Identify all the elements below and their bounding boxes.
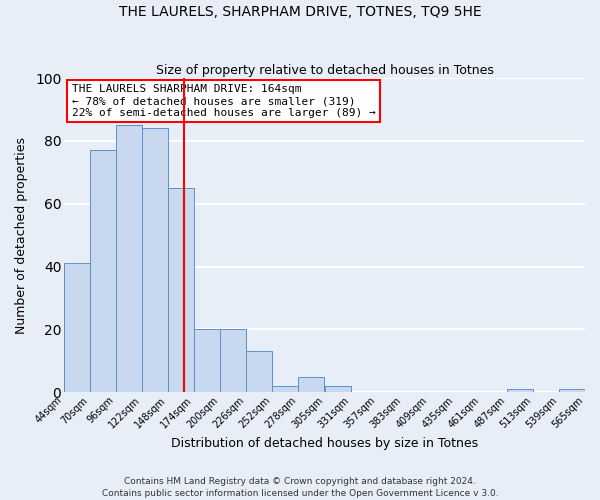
Bar [220, 330, 246, 392]
Bar [142, 128, 168, 392]
Bar [507, 389, 533, 392]
Bar [116, 126, 142, 392]
Bar [325, 386, 351, 392]
Bar [168, 188, 194, 392]
X-axis label: Distribution of detached houses by size in Totnes: Distribution of detached houses by size … [171, 437, 478, 450]
Bar [246, 352, 272, 393]
Bar [272, 386, 298, 392]
Text: THE LAURELS, SHARPHAM DRIVE, TOTNES, TQ9 5HE: THE LAURELS, SHARPHAM DRIVE, TOTNES, TQ9… [119, 5, 481, 19]
Y-axis label: Number of detached properties: Number of detached properties [15, 136, 28, 334]
Title: Size of property relative to detached houses in Totnes: Size of property relative to detached ho… [155, 64, 493, 77]
Bar [298, 376, 324, 392]
Text: THE LAURELS SHARPHAM DRIVE: 164sqm
← 78% of detached houses are smaller (319)
22: THE LAURELS SHARPHAM DRIVE: 164sqm ← 78%… [72, 84, 376, 117]
Bar [194, 330, 220, 392]
Text: Contains HM Land Registry data © Crown copyright and database right 2024.
Contai: Contains HM Land Registry data © Crown c… [101, 476, 499, 498]
Bar [90, 150, 116, 392]
Bar [559, 389, 585, 392]
Bar [64, 264, 90, 392]
